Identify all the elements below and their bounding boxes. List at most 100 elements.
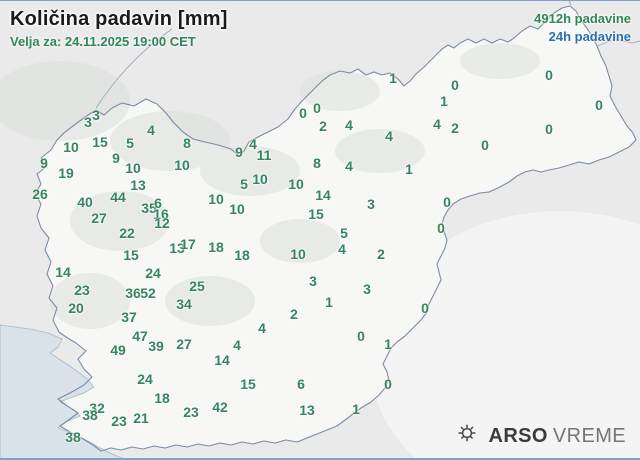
- station-value: 10: [63, 139, 79, 155]
- station-value: 14: [55, 264, 71, 280]
- station-value: 38: [65, 429, 81, 445]
- station-value: 13: [130, 177, 146, 193]
- station-value: 1: [440, 93, 448, 109]
- link-24h-padavine[interactable]: 24h padavine: [548, 28, 631, 44]
- station-value: 5: [340, 225, 348, 241]
- page-title: Količina padavin [mm]: [10, 8, 228, 30]
- station-value: 14: [315, 187, 331, 203]
- station-value: 6: [297, 376, 305, 392]
- station-value: 0: [451, 77, 459, 93]
- adriatic-sea: [0, 324, 123, 458]
- station-value: 39: [148, 338, 164, 354]
- station-value: 0: [421, 300, 429, 316]
- station-value: 36: [125, 285, 141, 301]
- station-value: 8: [183, 135, 191, 151]
- station-value: 15: [308, 206, 324, 222]
- station-value: 0: [437, 220, 445, 236]
- station-value: 15: [240, 376, 256, 392]
- slovenia-territory: [35, 6, 636, 451]
- station-value: 20: [68, 300, 84, 316]
- station-value: 1: [352, 401, 360, 417]
- station-value: 4: [233, 337, 241, 353]
- station-value: 19: [58, 165, 74, 181]
- station-value: 44: [110, 189, 126, 205]
- station-value: 10: [288, 176, 304, 192]
- station-value: 52: [140, 285, 156, 301]
- station-value: 35: [141, 200, 157, 216]
- station-value: 32: [89, 400, 105, 416]
- slovenia-border: [34, 5, 637, 452]
- station-value: 0: [313, 100, 321, 116]
- station-value: 15: [92, 134, 108, 150]
- station-value: 5: [240, 176, 248, 192]
- station-value: 15: [123, 247, 139, 263]
- station-value: 23: [111, 413, 127, 429]
- logo-agency: ARSO: [488, 425, 548, 447]
- station-value: 11: [256, 147, 272, 163]
- station-value: 2: [451, 120, 459, 136]
- station-value: 49: [110, 342, 126, 358]
- station-value: 0: [545, 121, 553, 137]
- station-value: 3: [363, 281, 371, 297]
- sun-icon: [455, 422, 479, 451]
- station-value: 27: [91, 210, 107, 226]
- station-value: 10: [174, 157, 190, 173]
- station-value: 13: [299, 402, 315, 418]
- station-value: 0: [384, 376, 392, 392]
- station-value: 37: [121, 309, 137, 325]
- station-value: 6: [154, 195, 162, 211]
- station-value: 4: [385, 128, 393, 144]
- station-value: 18: [234, 247, 250, 263]
- link-48h-12h-padavine[interactable]: 4912h padavine: [534, 11, 631, 26]
- station-value: 4: [258, 320, 266, 336]
- station-value: 4: [249, 136, 257, 152]
- station-value: 38: [82, 407, 98, 423]
- station-value: 40: [77, 194, 93, 210]
- station-value: 9: [235, 144, 243, 160]
- neighbour-borders: [95, 1, 640, 109]
- station-value: 18: [154, 390, 170, 406]
- station-value: 2: [377, 246, 385, 262]
- station-value: 4: [147, 122, 155, 138]
- station-value: 26: [32, 186, 48, 202]
- station-value: 13: [169, 240, 185, 256]
- period-links: 4912h padavine 24h padavine: [534, 10, 631, 45]
- station-value: 22: [119, 225, 135, 241]
- station-value: 2: [290, 306, 298, 322]
- station-value: 9: [40, 155, 48, 171]
- station-value: 1: [384, 336, 392, 352]
- station-value: 18: [208, 239, 224, 255]
- logo-text: ARSO VREME: [488, 425, 626, 448]
- station-value: 2: [319, 118, 327, 134]
- station-value: 42: [212, 399, 228, 415]
- station-value: 3: [309, 273, 317, 289]
- valid-time-label: Velja za: 24.11.2025 19:00 CET: [10, 34, 196, 49]
- arso-vreme-logo: ARSO VREME: [455, 422, 626, 451]
- station-value: 0: [595, 97, 603, 113]
- station-value: 23: [74, 282, 90, 298]
- station-value: 10: [229, 201, 245, 217]
- station-value: 47: [132, 328, 148, 344]
- terrain-shading: [0, 43, 540, 329]
- station-value: 9: [112, 150, 120, 166]
- station-value: 10: [290, 246, 306, 262]
- station-value: 3: [84, 114, 92, 130]
- station-value: 4: [345, 158, 353, 174]
- station-value: 3: [92, 107, 100, 123]
- station-value: 25: [189, 278, 205, 294]
- station-value: 10: [252, 171, 268, 187]
- station-value: 1: [405, 161, 413, 177]
- station-value: 27: [176, 336, 192, 352]
- station-value: 23: [183, 404, 199, 420]
- station-value: 3: [367, 196, 375, 212]
- station-value: 17: [180, 236, 196, 252]
- station-value: 10: [208, 191, 224, 207]
- station-value: 24: [145, 265, 161, 281]
- map-header: Količina padavin [mm] Velja za: 24.11.20…: [10, 8, 228, 49]
- station-value: 0: [299, 105, 307, 121]
- logo-product: VREME: [552, 425, 626, 447]
- station-value: 12: [154, 215, 170, 231]
